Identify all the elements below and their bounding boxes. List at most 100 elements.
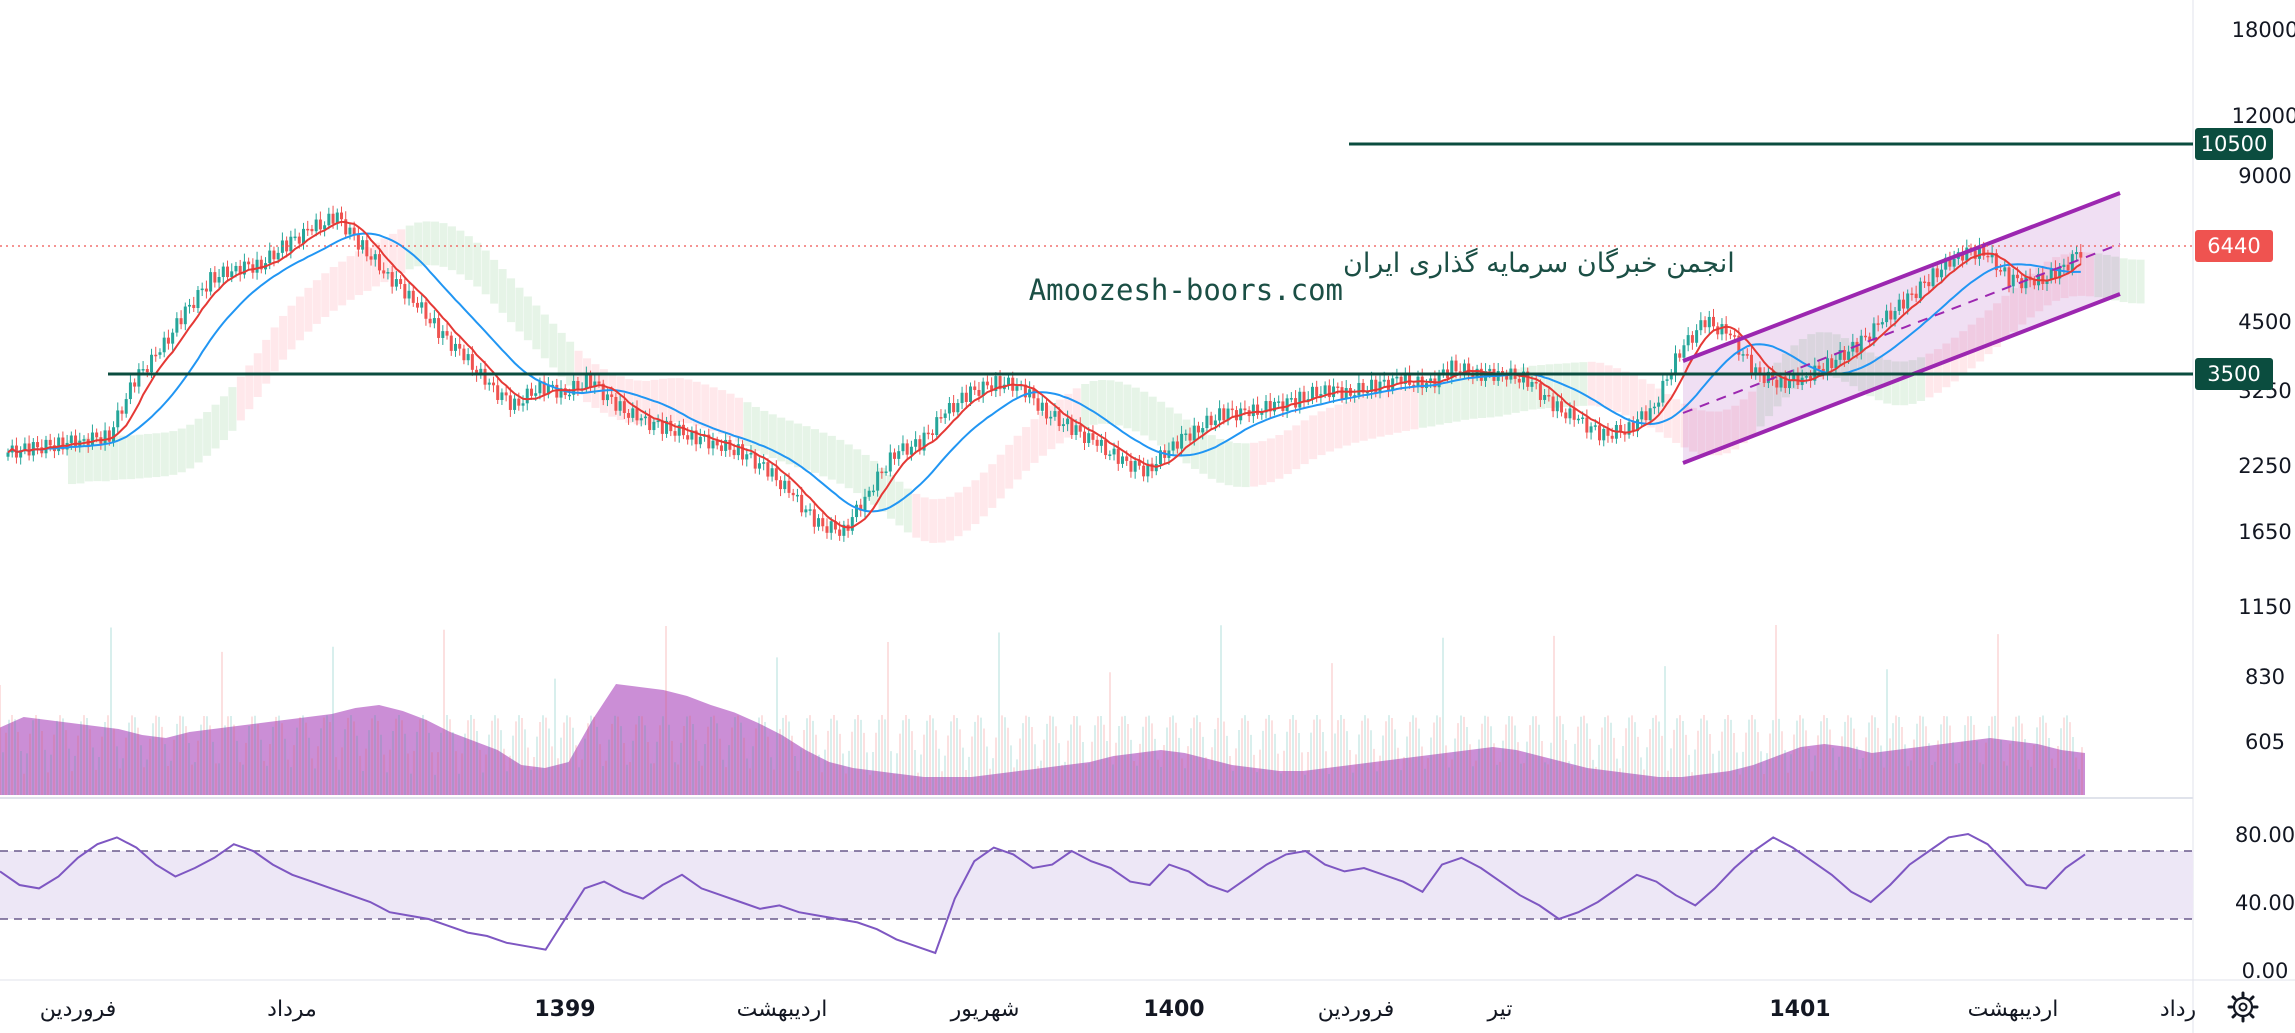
candle <box>1931 268 1935 287</box>
cloud-segment <box>1900 361 1909 406</box>
level-badge-3500: 3500 <box>2207 362 2260 386</box>
candle <box>1661 380 1665 403</box>
candle <box>1880 322 1884 325</box>
candle <box>1581 417 1585 419</box>
cloud-segment <box>515 287 524 332</box>
candle <box>719 445 723 451</box>
candle <box>1277 401 1281 403</box>
cloud-segment <box>1418 383 1427 428</box>
rsi-axis: 80.00 40.00 0.00 <box>2235 823 2295 983</box>
candle <box>293 236 297 239</box>
candle <box>1657 402 1661 407</box>
cloud-segment <box>1233 443 1242 487</box>
candle <box>1876 323 1880 325</box>
cloud-segment <box>709 387 718 432</box>
candle <box>403 284 407 299</box>
level-badge-10500: 10500 <box>2201 132 2268 156</box>
candle <box>1817 365 1821 369</box>
cloud-segment <box>1874 356 1883 401</box>
cloud-segment <box>1917 357 1926 401</box>
candle <box>344 219 348 235</box>
channel-mid-line <box>1682 243 2121 414</box>
candle <box>1648 408 1652 421</box>
candle <box>230 271 234 278</box>
cloud-segment <box>1680 403 1689 448</box>
cloud-segment <box>1114 381 1123 426</box>
price-channel[interactable] <box>1682 191 2121 465</box>
cloud-segment <box>1326 407 1335 452</box>
cloud-segment <box>1072 388 1081 433</box>
level-badge-3500-bg <box>2195 358 2273 390</box>
cloud-segment <box>177 428 186 473</box>
candle <box>1268 401 1272 412</box>
cloud-segment <box>2001 295 2010 340</box>
cloud-segment <box>878 467 887 512</box>
rsi-tick-80.00: 80.00 <box>2235 823 2295 847</box>
candle <box>1560 401 1564 413</box>
candle <box>1749 354 1753 374</box>
gear-icon[interactable] <box>2227 991 2259 1023</box>
candle <box>732 449 736 456</box>
candle <box>618 401 622 411</box>
candle <box>964 392 968 402</box>
candle <box>1690 335 1694 343</box>
cloud-segment <box>1756 382 1765 427</box>
candle <box>1830 358 1834 369</box>
candle <box>124 399 128 414</box>
time-label-9: اردیبهشت <box>1968 997 2059 1022</box>
cloud-segment <box>1933 349 1942 393</box>
candle <box>1872 323 1876 341</box>
time-label-4: شهریور <box>950 997 1020 1022</box>
cloud-segment <box>1942 343 1951 388</box>
candle <box>614 396 618 411</box>
candle <box>812 509 816 527</box>
candle <box>850 517 854 531</box>
candle <box>1319 394 1323 397</box>
moving-averages <box>7 220 2082 529</box>
candle <box>259 259 263 270</box>
candle <box>399 279 403 285</box>
cloud-segment <box>2077 252 2086 296</box>
cloud-segment <box>1494 372 1503 417</box>
candle <box>1606 428 1610 436</box>
candle <box>2011 274 2015 287</box>
cloud-segment <box>1140 391 1149 436</box>
cloud-segment <box>1207 435 1216 479</box>
cloud-segment <box>1883 359 1892 404</box>
candle <box>1158 450 1162 465</box>
time-axis[interactable]: فروردین مرداد 1399 اردیبهشت شهریور 1400 فروردی… <box>40 997 2196 1022</box>
candle <box>1745 354 1749 356</box>
cloud-segment <box>1275 435 1284 479</box>
cloud-segment <box>988 464 997 508</box>
candle <box>525 388 529 404</box>
cloud-segment <box>2085 252 2094 297</box>
candle <box>1792 373 1796 381</box>
cloud-segment <box>1832 334 1841 378</box>
cloud-segment <box>1182 419 1191 464</box>
candle <box>247 261 251 265</box>
candle <box>137 369 141 387</box>
candle <box>926 432 930 435</box>
candle <box>437 318 441 338</box>
cloud-segment <box>979 472 988 517</box>
candle <box>487 382 491 385</box>
cloud-segment <box>101 437 110 482</box>
horizontal-levels[interactable] <box>0 142 2193 376</box>
cloud-segment <box>667 378 676 422</box>
candle <box>855 504 859 518</box>
candle <box>1007 377 1011 385</box>
cloud-segment <box>903 488 912 533</box>
candle <box>931 433 935 435</box>
candle <box>462 348 466 361</box>
candle <box>217 277 221 283</box>
candle <box>2066 264 2070 271</box>
candle <box>711 440 715 449</box>
candle <box>365 240 369 257</box>
candle <box>1078 425 1082 432</box>
cloud-segment <box>439 223 448 267</box>
candle <box>513 398 517 410</box>
cloud-segment <box>566 341 575 386</box>
cloud-segment <box>718 390 727 434</box>
